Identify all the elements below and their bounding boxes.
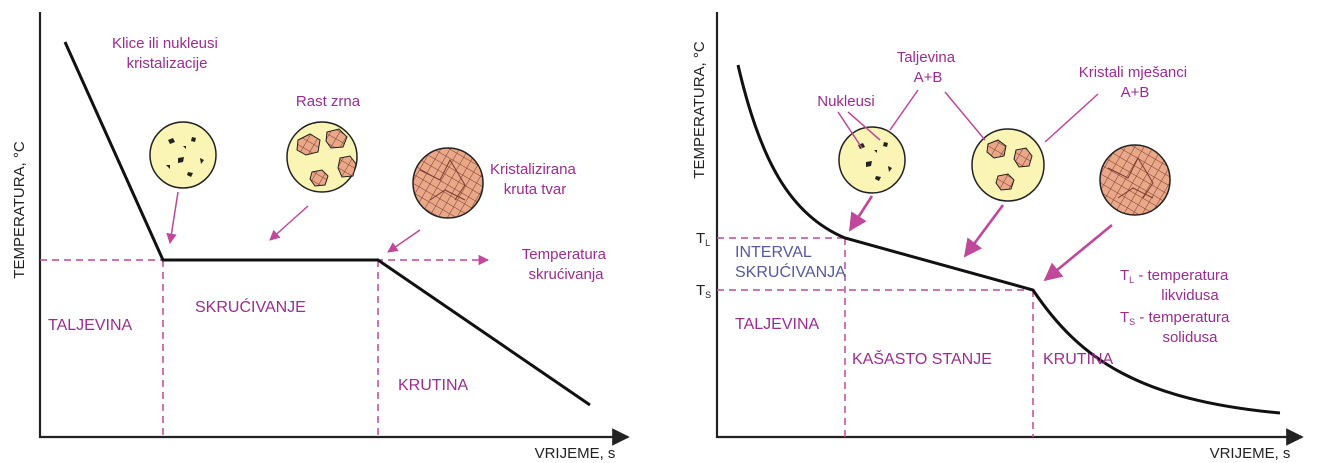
arrow-thick bbox=[848, 195, 874, 232]
text-line: T bbox=[1120, 309, 1129, 326]
ts-label: TS bbox=[696, 282, 711, 300]
axes bbox=[715, 12, 1304, 446]
legend-entry: TL - temperatura bbox=[1120, 267, 1229, 285]
path bbox=[178, 157, 184, 163]
path bbox=[1107, 156, 1154, 199]
tl-label: TL bbox=[696, 230, 710, 248]
text-line: Kristalizirana bbox=[490, 161, 577, 178]
grain bbox=[325, 128, 348, 149]
path bbox=[874, 150, 877, 153]
axes bbox=[38, 12, 630, 446]
x-axis-label: VRIJEME, s bbox=[535, 445, 616, 462]
temperature-label: Temperatura skrućivanja bbox=[522, 246, 610, 283]
path bbox=[183, 146, 186, 149]
path bbox=[888, 166, 892, 172]
melt bbox=[838, 126, 906, 194]
text-line: - temperatura bbox=[1135, 309, 1230, 326]
path bbox=[187, 172, 193, 177]
path bbox=[875, 176, 881, 181]
text-line: kruta tvar bbox=[504, 181, 567, 198]
arrow bbox=[889, 89, 986, 141]
text-line: SKRUĆIVANJA bbox=[735, 262, 846, 281]
grain bbox=[986, 139, 1007, 159]
text-line: - temperatura bbox=[1134, 267, 1229, 284]
solid bbox=[1099, 144, 1171, 216]
grain bbox=[1013, 147, 1033, 168]
path bbox=[200, 158, 204, 164]
cooling-curve bbox=[736, 64, 1281, 415]
arrow-thick bbox=[963, 204, 1005, 258]
x-axis-label: VRIJEME, s bbox=[1210, 445, 1291, 462]
arrow bbox=[387, 229, 421, 253]
melt bbox=[149, 121, 217, 189]
region-label: KRUTINA bbox=[398, 377, 469, 394]
region-label: KRUTINA bbox=[1043, 351, 1114, 368]
legend-entry: TS - temperatura bbox=[1120, 309, 1230, 327]
path bbox=[866, 161, 872, 167]
dash bbox=[717, 237, 1034, 437]
interval-label: INTERVAL SKRUĆIVANJA bbox=[735, 244, 846, 281]
text-line: T bbox=[1120, 267, 1129, 284]
text-line: L bbox=[705, 238, 710, 248]
text-line: T bbox=[696, 282, 705, 299]
y-axis-label: TEMPERATURA, °C bbox=[11, 141, 28, 279]
region-label: SKRUĆIVANJE bbox=[195, 297, 306, 316]
cooling-curve bbox=[63, 41, 591, 407]
grain bbox=[337, 155, 357, 178]
path bbox=[191, 137, 196, 142]
right-panel: TEMPERATURA, °C VRIJEME, s TL TS Nukleus… bbox=[691, 12, 1304, 462]
arrow bbox=[837, 111, 881, 149]
crystals-label: Kristali mješanci A+B bbox=[1079, 64, 1192, 101]
melt bbox=[971, 128, 1045, 202]
nuclei-label: Nukleusi bbox=[817, 93, 875, 110]
grain bbox=[309, 169, 329, 187]
legend-entry: likvidusa bbox=[1161, 287, 1219, 304]
legend-entry: solidusa bbox=[1162, 329, 1218, 346]
text-line: skrućivanja bbox=[528, 266, 604, 283]
y-axis-label: TEMPERATURA, °C bbox=[691, 41, 708, 179]
dash bbox=[162, 260, 379, 437]
path bbox=[883, 142, 888, 147]
text-line: INTERVAL bbox=[735, 244, 812, 261]
grain bbox=[296, 133, 321, 156]
text-line: Temperatura bbox=[522, 246, 607, 263]
solid bbox=[412, 147, 484, 219]
nuc bbox=[166, 137, 204, 177]
arrow bbox=[1044, 93, 1099, 143]
arrow-thick bbox=[1043, 223, 1113, 282]
text-line: S bbox=[705, 290, 711, 300]
arrow bbox=[269, 205, 309, 241]
solid-label: Kristalizirana kruta tvar bbox=[490, 161, 580, 198]
path bbox=[168, 138, 175, 144]
grain bbox=[995, 173, 1015, 191]
text-line: Taljevina bbox=[897, 49, 956, 66]
path bbox=[166, 165, 170, 169]
text-line: L bbox=[1129, 275, 1134, 285]
text-line: S bbox=[1129, 317, 1135, 327]
nuclei-label: Klice ili nukleusi kristalizacije bbox=[112, 35, 222, 72]
region-label: TALJEVINA bbox=[735, 316, 820, 333]
text-line: kristalizacije bbox=[127, 55, 208, 72]
text-line: Kristali mješanci bbox=[1079, 64, 1187, 81]
text-line: T bbox=[696, 230, 705, 247]
text-line: A+B bbox=[914, 69, 943, 86]
path bbox=[419, 158, 466, 201]
left-panel: TEMPERATURA, °C VRIJEME, s Klice ili nuk… bbox=[11, 12, 630, 462]
region-label: TALJEVINA bbox=[48, 317, 133, 334]
text-line: Klice ili nukleusi bbox=[112, 35, 218, 52]
melt-label: Taljevina A+B bbox=[897, 49, 960, 86]
arrow bbox=[166, 191, 179, 245]
growth-label: Rast zrna bbox=[296, 93, 361, 110]
region-label: KAŠASTO STANJE bbox=[852, 349, 992, 368]
text-line: A+B bbox=[1121, 84, 1150, 101]
